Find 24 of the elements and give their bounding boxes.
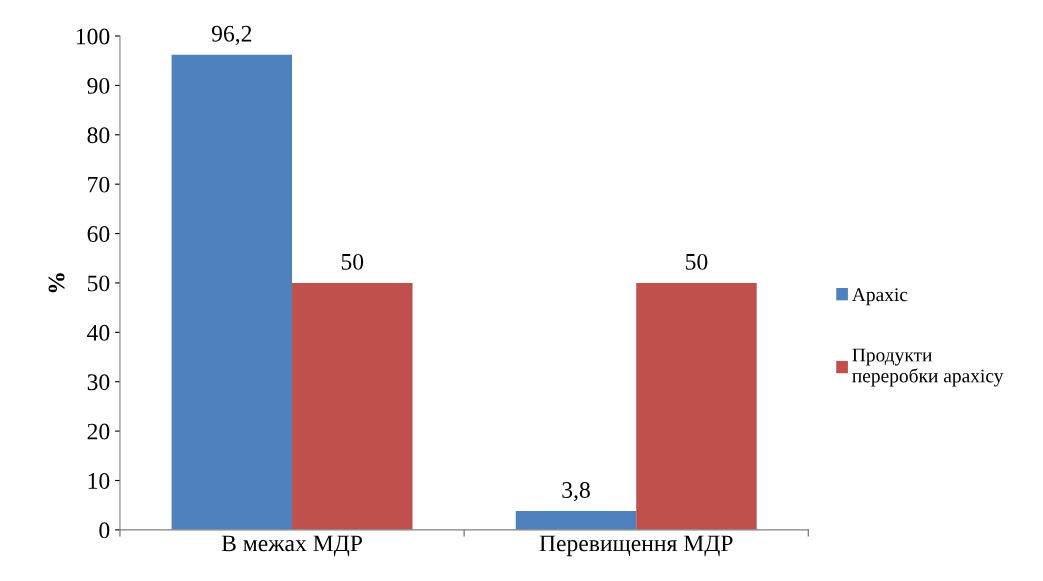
y-tick-label: 80 <box>87 127 110 144</box>
data-label: 96,2 <box>211 25 252 46</box>
x-tick-label: В межах МДР <box>221 535 362 557</box>
y-tick-label: 30 <box>87 374 110 391</box>
y-axis-title: % <box>48 273 65 293</box>
y-tick-label: 90 <box>87 77 110 94</box>
data-label: 3,8 <box>562 482 590 502</box>
data-label: 50 <box>341 253 364 270</box>
bar <box>171 54 293 530</box>
y-tick-label: 50 <box>87 275 110 292</box>
y-tick-label: 20 <box>87 423 110 440</box>
legend-label: Продукти переробки арахісу <box>852 348 1004 387</box>
y-tick-label: 100 <box>76 28 110 45</box>
y-tick-label: 10 <box>88 472 110 489</box>
bar <box>292 282 413 530</box>
x-tick-label: Перевищення МДР <box>539 535 733 557</box>
legend-label: Арахіс <box>852 288 908 306</box>
y-tick-label: 40 <box>87 324 110 341</box>
bar <box>515 511 637 530</box>
y-tick-label: 70 <box>88 176 110 193</box>
bar <box>636 282 757 530</box>
y-tick-label: 0 <box>99 522 110 539</box>
y-tick-label: 60 <box>87 226 110 242</box>
data-label: 50 <box>686 253 708 270</box>
